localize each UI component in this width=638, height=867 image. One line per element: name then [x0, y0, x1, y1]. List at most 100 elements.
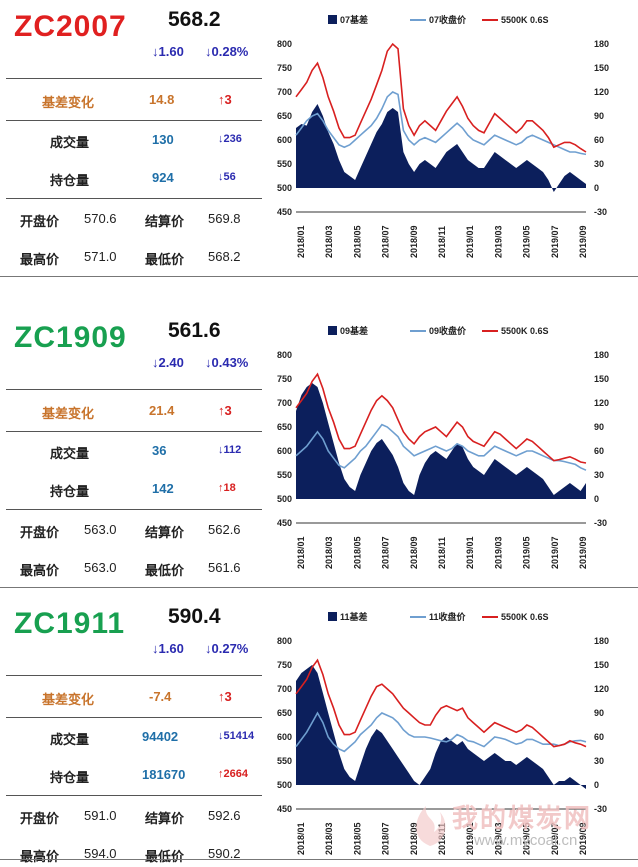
y-right-tick: -30: [594, 207, 607, 217]
chart-legend: 09基差 09收盘价 5500K 0.6S: [328, 325, 549, 336]
open-value: 570.6: [84, 211, 117, 226]
y-left-tick: 550: [277, 159, 292, 169]
x-tick: 2018/11: [437, 226, 447, 258]
basis-price-chart: 07基差 07收盘价 5500K 0.6S 450 500 550 600 650 700 750…: [264, 0, 638, 265]
high-label: 最高价: [20, 563, 60, 578]
x-tick: 2019/01: [465, 536, 475, 569]
low-value: 590.2: [208, 846, 241, 861]
open-interest-delta: ↓56: [218, 171, 236, 183]
high-label: 最高价: [20, 252, 60, 267]
x-tick: 2019/07: [550, 822, 560, 855]
basis-value: 14.8: [149, 92, 175, 107]
open-label: 开盘价: [20, 214, 60, 229]
divider: [6, 78, 262, 79]
legend-entry: 5500K 0.6S: [501, 15, 549, 25]
x-tick: 2018/09: [409, 536, 419, 569]
volume-delta: ↓236: [218, 133, 242, 145]
y-left-tick: 700: [277, 398, 292, 408]
x-tick: 2019/05: [522, 822, 532, 855]
divider: [6, 120, 262, 121]
basis-label: 基差变化: [42, 406, 95, 421]
y-right-tick: 0: [594, 494, 599, 504]
y-left-tick: 450: [277, 518, 292, 528]
open-label: 开盘价: [20, 525, 60, 540]
basis-value: -7.4: [149, 689, 172, 704]
legend-entry: 07基差: [340, 14, 368, 25]
basis-price-chart: 11基差 11收盘价 5500K 0.6S 450 500 550 600 650 700 750…: [264, 597, 638, 862]
price-change: ↓1.60: [152, 641, 184, 656]
y-right-tick: 90: [594, 111, 604, 121]
high-value: 571.0: [84, 249, 117, 264]
price-change-pct: ↓0.27%: [205, 641, 249, 656]
contract-panel-zc1911: ZC1911 590.4 ↓1.60 ↓0.27% 基差变化 -7.4 ↑3 成交量 94402…: [0, 597, 638, 864]
y-left-tick: 650: [277, 111, 292, 121]
price-change-pct: ↓0.28%: [205, 44, 249, 59]
y-left-tick: 650: [277, 422, 292, 432]
open-interest-label: 持仓量: [50, 173, 90, 188]
series-index-line: [295, 372, 587, 464]
x-tick: 2018/07: [381, 822, 391, 855]
basis-label: 基差变化: [42, 692, 95, 707]
y-left-tick: 600: [277, 732, 292, 742]
legend-entry: 5500K 0.6S: [501, 612, 549, 622]
x-tick: 2018/09: [409, 822, 419, 855]
chart-svg: 11基差 11收盘价 5500K 0.6S450500550600650700750…: [277, 611, 609, 855]
price-change-pct: ↓0.43%: [205, 355, 249, 370]
series-close-line: [295, 423, 587, 471]
x-tick: 2019/05: [522, 225, 532, 258]
series-basis-area: [296, 665, 586, 789]
x-tick: 2018/11: [437, 823, 447, 855]
x-tick: 2018/05: [352, 822, 362, 855]
x-tick: 2018/01: [296, 225, 306, 258]
legend-entry: 11基差: [340, 611, 368, 622]
settle-value: 569.8: [208, 211, 241, 226]
settle-value: 562.6: [208, 522, 241, 537]
contract-code: ZC2007: [14, 10, 127, 43]
legend-swatch-basis: [328, 326, 337, 335]
y-right-tick: 0: [594, 780, 599, 790]
x-tick: 2018/07: [381, 225, 391, 258]
y-right-tick: -30: [594, 518, 607, 528]
quote-block: ZC1909 561.6 ↓2.40 ↓0.43% 基差变化 21.4 ↑3 成交量 36 ↓11…: [6, 311, 262, 578]
y-right-tick: 90: [594, 708, 604, 718]
x-tick: 2018/03: [324, 536, 334, 569]
settle-label: 结算价: [145, 214, 185, 229]
basis-delta: ↑3: [218, 689, 232, 704]
x-tick: 2019/05: [522, 536, 532, 569]
y-left-tick: 450: [277, 804, 292, 814]
series-basis-area: [296, 104, 586, 192]
open-interest-label: 持仓量: [50, 770, 90, 785]
volume-value: 94402: [142, 729, 179, 744]
chart-svg: 09基差 09收盘价 5500K 0.6S450500550600650700750…: [277, 325, 609, 569]
open-value: 591.0: [84, 808, 117, 823]
divider: [6, 431, 262, 432]
y-right-tick: 90: [594, 422, 604, 432]
last-price: 590.4: [168, 605, 221, 628]
y-right-tick: 180: [594, 350, 609, 360]
y-right-tick: 180: [594, 636, 609, 646]
high-value: 594.0: [84, 846, 117, 861]
volume-delta: ↓51414: [218, 730, 255, 742]
y-right-tick: 0: [594, 183, 599, 193]
basis-delta: ↑3: [218, 403, 232, 418]
y-right-tick: 120: [594, 87, 609, 97]
low-value: 561.6: [208, 560, 241, 575]
open-interest-value: 181670: [142, 767, 186, 782]
x-tick: 2019/07: [550, 225, 560, 258]
x-tick: 2019/07: [550, 536, 560, 569]
basis-price-chart: 09基差 09收盘价 5500K 0.6S 450 500 550 600 650 700 750…: [264, 311, 638, 576]
chart-legend: 07基差 07收盘价 5500K 0.6S: [328, 14, 549, 25]
panel-separator: [0, 276, 638, 277]
volume-label: 成交量: [50, 135, 90, 150]
last-price: 561.6: [168, 319, 221, 342]
open-value: 563.0: [84, 522, 117, 537]
series-basis-area: [296, 383, 586, 499]
volume-value: 36: [152, 443, 167, 458]
low-value: 568.2: [208, 249, 241, 264]
open-interest-delta: ↑2664: [218, 768, 248, 780]
x-tick: 2018/01: [296, 536, 306, 569]
x-tick: 2019/03: [493, 822, 503, 855]
contract-panel-zc2007: ZC2007 568.2 ↓1.60 ↓0.28% 基差变化 14.8 ↑3 成交量 130 ↓2…: [0, 0, 638, 267]
legend-entry: 11收盘价: [429, 611, 467, 622]
open-label: 开盘价: [20, 811, 60, 826]
